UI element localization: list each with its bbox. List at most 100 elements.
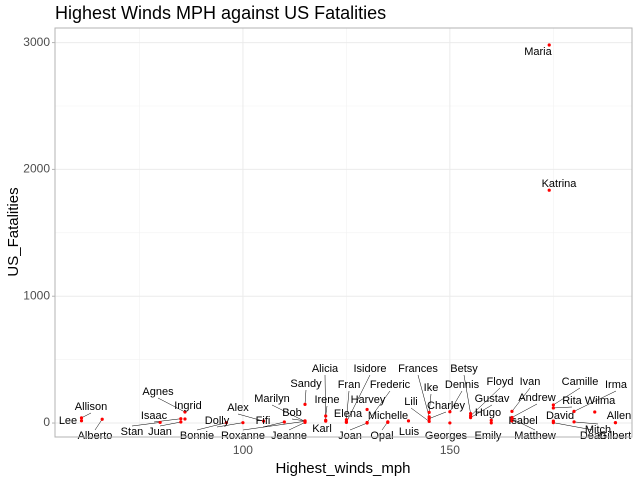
label-connector [417, 374, 430, 417]
label-connector [429, 411, 447, 419]
label-connector [573, 390, 617, 412]
label-connector [153, 418, 181, 423]
point-label: Katrina [542, 178, 578, 190]
point-label: Bob [282, 407, 302, 419]
point [324, 414, 328, 418]
point [183, 417, 187, 421]
label-connector [410, 407, 430, 422]
label-connector [271, 404, 306, 422]
point-label: Georges [425, 430, 468, 442]
point [551, 421, 555, 425]
point-label: Bonnie [180, 430, 214, 442]
point-label: Isaac [141, 410, 168, 422]
point [179, 420, 183, 424]
point-label: Ike [424, 382, 439, 394]
point-label: Rita [562, 395, 582, 407]
chart-title: Highest Winds MPH against US Fatalities [55, 3, 386, 23]
point-label: Dean [580, 430, 606, 442]
label-connector [131, 422, 161, 427]
y-tick-label: 3000 [23, 35, 50, 49]
point [551, 406, 555, 410]
label-connector [449, 390, 463, 412]
point [324, 419, 328, 423]
label-connector [463, 374, 471, 414]
marks: Lee Allison Alberto Stan Juan Isaac AgnesIngri… [59, 43, 631, 442]
point [572, 409, 576, 413]
point [547, 188, 551, 192]
point [303, 402, 307, 407]
point-label: Camille [562, 376, 599, 388]
point-label: Lee [59, 415, 77, 427]
panel-border [54, 27, 633, 438]
point-label: Isidore [353, 363, 386, 375]
point [448, 410, 452, 414]
label-connector [288, 422, 306, 431]
label-connector [574, 421, 599, 425]
x-tick-label: 150 [440, 443, 460, 457]
point [179, 417, 183, 421]
point [448, 421, 452, 425]
point-label: David [546, 410, 574, 422]
point-label: Karl [312, 423, 332, 435]
panel [55, 28, 632, 437]
point-label: Marilyn [254, 393, 289, 405]
point [386, 420, 390, 424]
label-connector [511, 403, 538, 418]
point-label: Lili [404, 396, 417, 408]
point-label: Agnes [142, 386, 174, 398]
point [427, 419, 431, 424]
point [79, 416, 84, 420]
label-connector [366, 390, 391, 423]
label-connector [304, 389, 307, 405]
point-label: Irene [314, 394, 339, 406]
point [365, 421, 369, 425]
point [427, 410, 431, 414]
point-label: Allen [607, 410, 631, 422]
point-label: Ivan [520, 376, 541, 388]
point [468, 415, 473, 420]
point-label: Michelle [368, 410, 408, 422]
x-axis-label: Highest_winds_mph [275, 460, 410, 477]
point [262, 419, 266, 423]
label-connector [196, 422, 227, 431]
label-connector [428, 393, 432, 413]
point-label: Gilbert [599, 430, 631, 442]
point [224, 421, 228, 425]
label-connector [346, 390, 350, 420]
point-label: Jeanne [271, 430, 307, 442]
point-label: Alicia [312, 363, 339, 375]
point-label: Floyd [487, 376, 514, 388]
point-label: Roxanne [221, 430, 265, 442]
y-tick-label: 2000 [23, 162, 50, 176]
point [489, 418, 493, 422]
point-label: Charley [427, 400, 465, 412]
point-label: Fifi [256, 415, 271, 427]
label-connector [470, 404, 493, 418]
label-connector [242, 421, 306, 431]
point [303, 420, 307, 425]
point-label: Fran [338, 379, 361, 391]
label-connector [349, 422, 368, 431]
point [79, 419, 84, 423]
point-label: Gustav [475, 393, 510, 405]
label-connector [324, 374, 326, 421]
label-connector [237, 413, 264, 422]
point-label: Mitch [585, 424, 611, 436]
point-label: Joan [338, 430, 362, 442]
point [427, 417, 431, 421]
point-label: Allison [75, 401, 107, 413]
point-label: Isabel [508, 415, 537, 427]
label-connector [157, 397, 186, 413]
point [551, 403, 555, 407]
point-label: Stan [121, 426, 144, 438]
point-label: Ingrid [174, 400, 202, 412]
point-label: Dolly [205, 415, 230, 427]
point-label: Betsy [450, 363, 478, 375]
y-axis-label: US_Fatalities [5, 187, 22, 276]
point-label: Matthew [514, 430, 556, 442]
point [510, 417, 514, 421]
point [489, 421, 493, 425]
point [158, 420, 162, 425]
point [344, 420, 348, 424]
point [365, 407, 369, 412]
